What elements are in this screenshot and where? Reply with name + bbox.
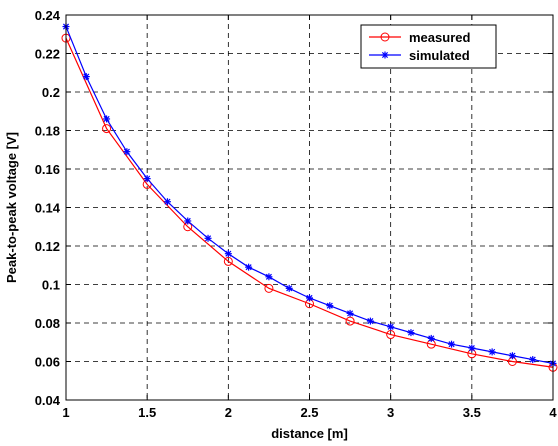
- x-tick-label: 1.5: [138, 405, 156, 420]
- data-point-measured: [386, 330, 396, 340]
- data-point-measured: [223, 256, 233, 266]
- x-tick-label: 1: [62, 405, 69, 420]
- y-axis-label: Peak-to-peak voltage [V]: [4, 132, 19, 283]
- plot-frame: [65, 14, 554, 401]
- y-tick-label: 0.12: [35, 239, 60, 254]
- data-point-simulated: [346, 309, 354, 317]
- legend-marker-point: [381, 51, 389, 59]
- data-point-simulated: [468, 344, 476, 352]
- data-point-simulated: [387, 323, 395, 331]
- x-axis-label: distance [m]: [271, 426, 348, 441]
- legend-label-measured: measured: [409, 30, 470, 45]
- series-measured: [61, 33, 558, 372]
- y-tick-label: 0.14: [35, 201, 61, 216]
- y-tick-label: 0.22: [35, 47, 60, 62]
- legend: measured simulated: [360, 24, 497, 69]
- data-point-simulated: [82, 73, 90, 81]
- data-point-simulated: [265, 273, 273, 281]
- y-tick-label: 0.2: [42, 85, 60, 100]
- x-tick-label: 2: [225, 405, 232, 420]
- y-tick-label: 0.04: [35, 393, 61, 408]
- y-tick-label: 0.18: [35, 124, 60, 139]
- y-tick-label: 0.24: [35, 8, 61, 23]
- data-point-simulated: [184, 217, 192, 225]
- legend-box: [360, 24, 497, 69]
- y-tick-label: 0.16: [35, 162, 60, 177]
- data-point-simulated: [143, 175, 151, 183]
- x-tick-labels: 1 1.5 2 2.5 3 3.5 4: [62, 405, 557, 420]
- y-tick-label: 0.06: [35, 355, 60, 370]
- grid: [66, 15, 553, 400]
- y-tick-label: 0.08: [35, 316, 60, 331]
- legend-marker-measured: [380, 32, 390, 42]
- data-point-measured: [102, 124, 112, 134]
- data-point-simulated: [407, 329, 415, 337]
- data-point-simulated: [103, 115, 111, 123]
- data-point-simulated: [163, 198, 171, 206]
- data-point-simulated: [488, 348, 496, 356]
- series-simulated: [62, 23, 557, 367]
- x-tick-label: 2.5: [300, 405, 318, 420]
- x-tick-label: 4: [549, 405, 557, 420]
- data-point-simulated: [427, 334, 435, 342]
- data-point-simulated: [306, 294, 313, 302]
- y-tick-labels: 0.04 0.06 0.08 0.1 0.12 0.14 0.16 0.18 0.2 0.22 0.…: [35, 8, 61, 408]
- x-tick-label: 3.5: [463, 405, 481, 420]
- data-point-measured: [264, 283, 274, 293]
- data-point-simulated: [285, 284, 293, 292]
- data-point-simulated: [326, 302, 334, 310]
- data-point-simulated: [366, 317, 374, 325]
- data-point-simulated: [204, 234, 212, 242]
- legend-entry-simulated: simulated: [369, 48, 470, 63]
- data-point-simulated: [529, 356, 537, 364]
- data-point-simulated: [508, 352, 516, 360]
- legend-marker-simulated: [381, 51, 389, 59]
- series-layer: [61, 23, 558, 372]
- data-point-simulated: [448, 340, 456, 348]
- data-point-simulated: [123, 148, 131, 156]
- legend-label-simulated: simulated: [409, 48, 470, 63]
- legend-marker-point: [380, 32, 390, 42]
- legend-entry-measured: measured: [369, 30, 470, 45]
- y-tick-label: 0.1: [42, 278, 60, 293]
- data-point-simulated: [224, 250, 232, 258]
- data-point-measured: [345, 316, 355, 326]
- data-point-simulated: [245, 263, 253, 271]
- series-line-measured: [65, 37, 554, 368]
- x-tick-label: 3: [387, 405, 394, 420]
